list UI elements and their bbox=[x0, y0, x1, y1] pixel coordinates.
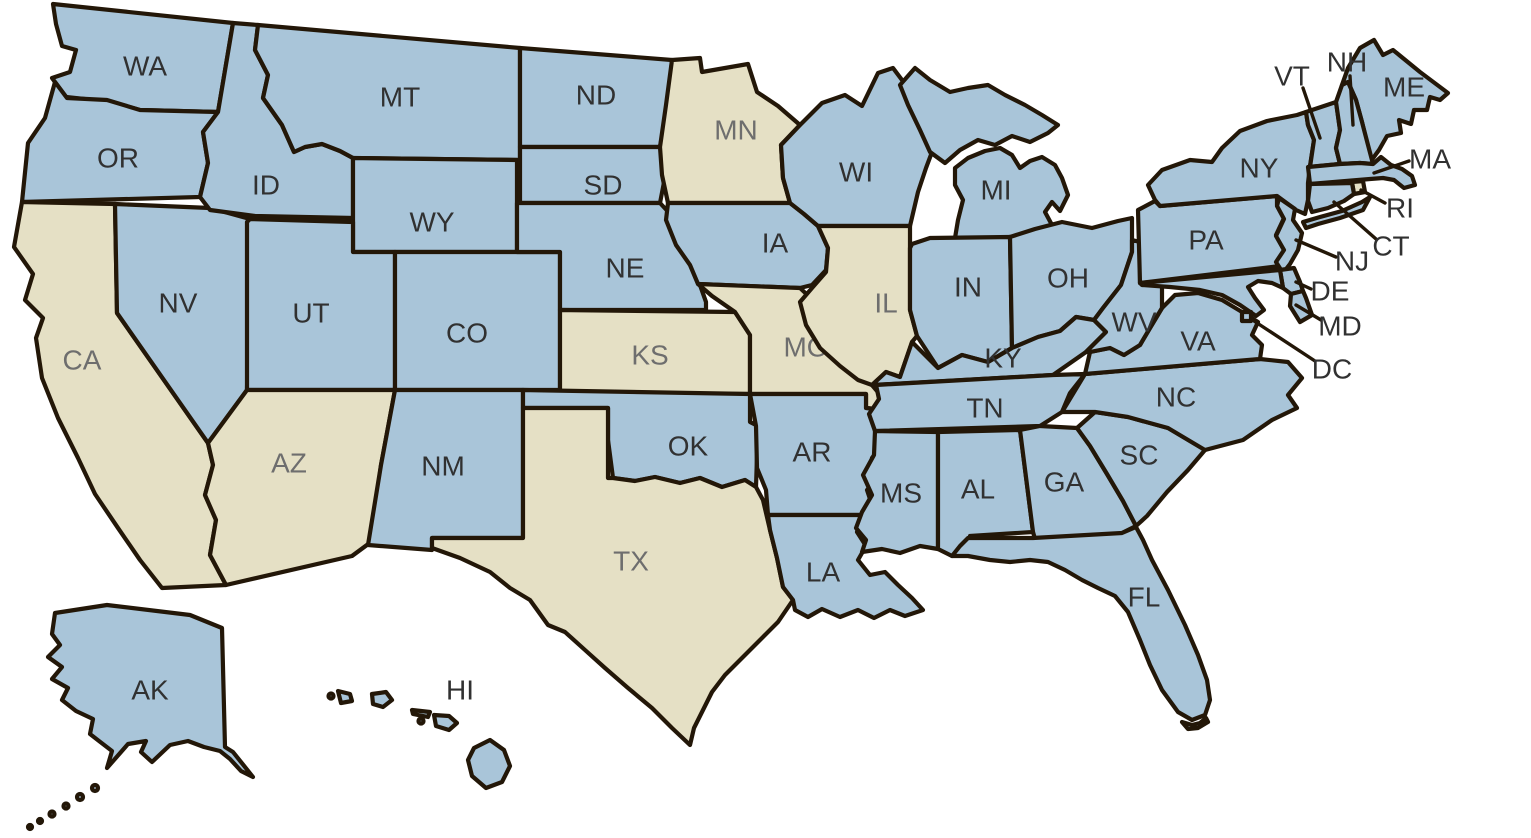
ct-leader-line bbox=[1332, 200, 1378, 241]
state-arkansas[interactable]: AR bbox=[747, 391, 888, 518]
state-washington[interactable]: WA bbox=[49, 1, 236, 115]
md-label: MD bbox=[1318, 311, 1362, 342]
dc-label: DC bbox=[1312, 354, 1352, 385]
state-indiana[interactable]: IN bbox=[907, 234, 1015, 371]
state-district-of-columbia[interactable] bbox=[1239, 309, 1254, 324]
nj-label: NJ bbox=[1335, 246, 1369, 277]
callout-maryland: MD bbox=[1294, 303, 1362, 342]
ri-leader-line bbox=[1359, 188, 1387, 205]
callout-rhode-island: RI bbox=[1359, 188, 1414, 224]
state-new-mexico[interactable]: NM bbox=[365, 387, 526, 553]
state-north-dakota[interactable]: ND bbox=[517, 45, 675, 150]
state-kansas[interactable]: KS bbox=[557, 307, 753, 397]
nj-leader-line bbox=[1294, 238, 1338, 259]
callout-connecticut: CT bbox=[1332, 200, 1410, 262]
vt-leader-line bbox=[1301, 86, 1322, 140]
state-arizona[interactable]: AZ bbox=[202, 387, 398, 588]
de-label: DE bbox=[1311, 276, 1350, 307]
de-leader-line bbox=[1294, 280, 1313, 291]
ct-label: CT bbox=[1372, 231, 1409, 262]
dc-leader-line bbox=[1249, 317, 1317, 363]
state-minnesota[interactable]: MN bbox=[657, 55, 803, 206]
md-leader-line bbox=[1294, 303, 1323, 322]
state-alaska[interactable]: AK bbox=[25, 602, 256, 832]
state-florida[interactable]: FL bbox=[949, 524, 1213, 732]
vt-label: VT bbox=[1274, 61, 1310, 92]
svg-text:HI: HI bbox=[446, 675, 474, 706]
nh-leader-line bbox=[1348, 74, 1355, 127]
state-hawaii[interactable]: HI bbox=[326, 675, 513, 791]
state-south-dakota[interactable]: SD bbox=[517, 144, 669, 206]
state-montana[interactable]: MT bbox=[252, 22, 523, 163]
ri-label: RI bbox=[1386, 193, 1414, 224]
callout-new-jersey: NJ bbox=[1294, 238, 1369, 277]
state-massachusetts[interactable] bbox=[1305, 154, 1418, 191]
state-wyoming[interactable]: WY bbox=[350, 155, 520, 255]
ma-label: MA bbox=[1409, 144, 1451, 175]
state-colorado[interactable]: CO bbox=[392, 249, 563, 393]
ma-leader-line bbox=[1372, 159, 1411, 175]
state-tennessee[interactable]: TN bbox=[866, 371, 1088, 434]
